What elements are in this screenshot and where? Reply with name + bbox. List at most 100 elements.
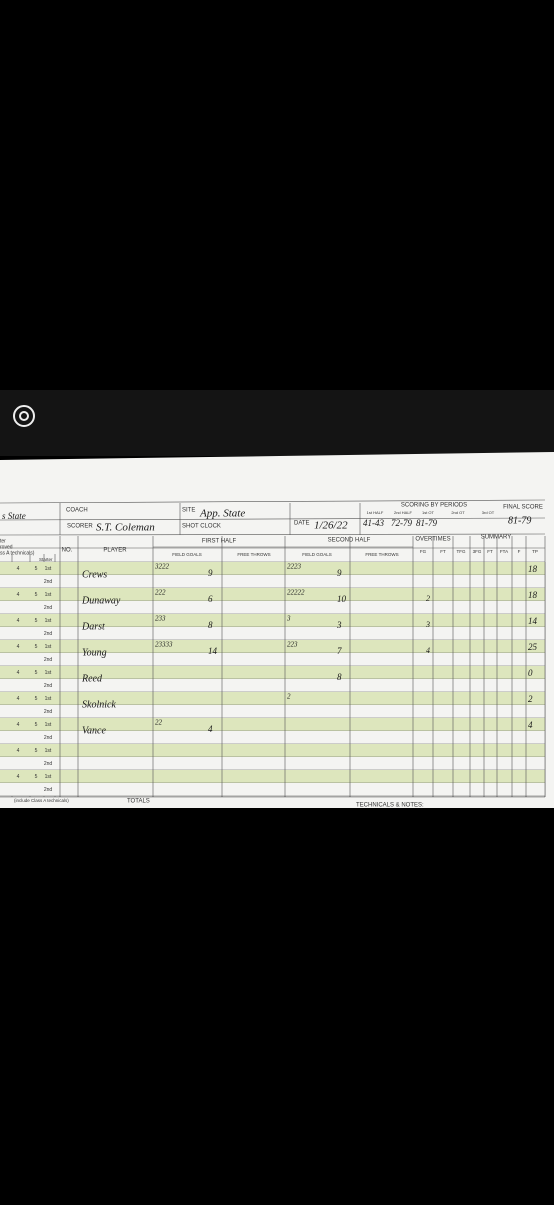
label: 4	[17, 670, 20, 676]
handwriting: 3	[336, 620, 342, 630]
label: OVERTIMES	[415, 537, 450, 543]
handwriting: 3	[286, 615, 291, 623]
label: SCORING BY PERIODS	[401, 503, 467, 509]
handwriting: 7	[337, 646, 342, 656]
label: 1st	[45, 592, 52, 598]
handwriting: 81-79	[416, 518, 437, 528]
handwriting: 1/26/22	[314, 520, 348, 532]
label: 5	[35, 566, 38, 572]
label: s State	[2, 511, 26, 521]
label: 2nd	[44, 735, 53, 741]
label: FREE THROWS	[365, 552, 398, 557]
icon	[13, 405, 35, 427]
sheet: s State COACH SITE App. State SCORING BY PER…	[0, 499, 546, 809]
rule	[0, 517, 546, 521]
row-band	[0, 757, 545, 770]
label: F	[518, 549, 521, 554]
row-band	[0, 601, 545, 614]
handwriting: 0	[528, 668, 533, 678]
handwriting: 81-79	[508, 515, 531, 526]
label: 5	[35, 696, 38, 702]
label: FREE THROWS	[237, 552, 270, 557]
handwriting: 41-43	[363, 518, 384, 528]
row-band	[0, 588, 545, 601]
label: TP	[532, 549, 538, 554]
label: roved	[0, 544, 13, 550]
handwriting: 2	[528, 694, 533, 704]
label: 2nd	[44, 709, 53, 715]
handwriting: 3222	[154, 563, 170, 571]
label: 2nd	[44, 761, 53, 767]
label: COACH	[66, 508, 88, 514]
handwriting: Reed	[81, 673, 103, 684]
row-band	[0, 705, 545, 718]
label: 1st	[45, 748, 52, 754]
handwriting: Young	[82, 647, 107, 658]
row-band	[0, 575, 545, 588]
label: 1st	[45, 566, 52, 572]
label: TOTALS	[127, 799, 150, 805]
label: 5	[35, 592, 38, 598]
handwriting: 9	[208, 568, 213, 578]
label: 5	[35, 774, 38, 780]
label: FIRST HALF	[202, 539, 237, 545]
handwriting: Darst	[81, 621, 105, 632]
handwriting: 18	[528, 590, 538, 600]
label: 1st	[45, 644, 52, 650]
label: 4	[17, 774, 20, 780]
handwriting: 6	[208, 594, 213, 604]
row-band	[0, 666, 545, 679]
label: 2nd	[44, 579, 53, 585]
label: 5	[35, 748, 38, 754]
row-band	[0, 614, 545, 627]
row-band	[0, 692, 545, 705]
handwriting: 223	[287, 641, 298, 649]
label: 1st	[45, 696, 52, 702]
label: 5	[35, 670, 38, 676]
handwriting: 10	[337, 594, 347, 604]
label: 4	[17, 592, 20, 598]
label: SITE	[182, 508, 195, 514]
label: SECOND HALF	[328, 538, 371, 544]
label: 5	[35, 644, 38, 650]
handwriting: 233	[155, 615, 166, 623]
row-band	[0, 679, 545, 692]
handwriting: 22222	[287, 589, 305, 597]
handwriting: App. State	[199, 508, 245, 520]
row-band	[0, 744, 545, 757]
label: 2nd	[44, 631, 53, 637]
label: 1st	[45, 618, 52, 624]
row-band	[0, 627, 545, 640]
label: 2nd OT	[451, 510, 465, 515]
label: 4	[17, 722, 20, 728]
label: SCORER	[67, 524, 93, 530]
row-band	[0, 731, 545, 744]
handwriting: Skolnick	[82, 699, 116, 710]
label: FTA	[500, 549, 508, 554]
handwriting: S.T. Coleman	[96, 522, 155, 534]
handwriting: 4	[528, 720, 533, 730]
label: 3FG	[473, 549, 482, 554]
label: FT	[487, 549, 493, 554]
row-band	[0, 653, 545, 666]
label: FIELD GOALS	[172, 552, 202, 557]
label: 2nd	[44, 787, 53, 793]
label: 2nd HALF	[394, 510, 413, 515]
handwriting: 222	[155, 589, 166, 597]
icon-inner	[19, 411, 29, 421]
handwriting: 4	[208, 724, 213, 734]
backdrop	[0, 390, 554, 456]
row-band	[0, 783, 545, 796]
handwriting: 14	[208, 646, 218, 656]
handwriting: 9	[337, 568, 342, 578]
row-band	[0, 640, 545, 653]
label: FT	[440, 549, 446, 554]
handwriting: 72-79	[391, 518, 412, 528]
label: 2nd	[44, 657, 53, 663]
handwriting: Vance	[82, 725, 106, 736]
handwriting: 23333	[155, 641, 173, 649]
label: 4	[17, 618, 20, 624]
label: 1st	[45, 774, 52, 780]
